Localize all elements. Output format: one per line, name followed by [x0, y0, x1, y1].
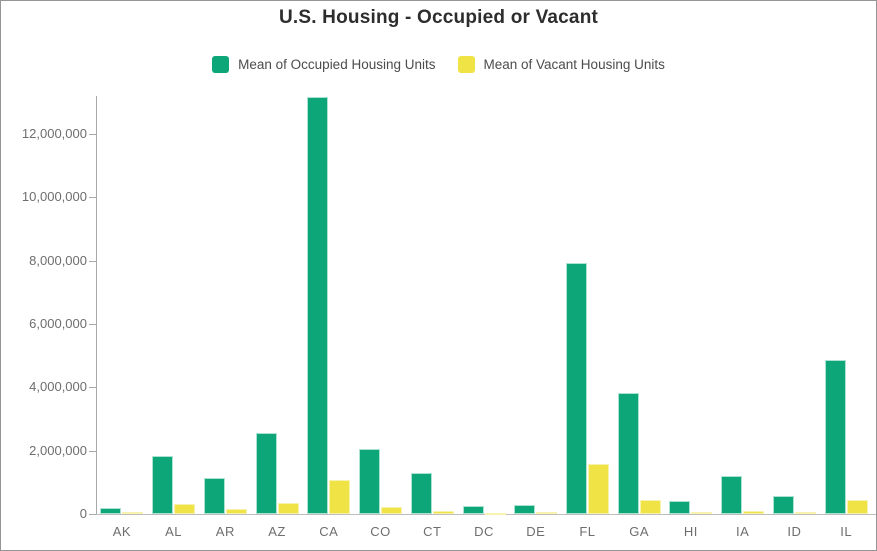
bar-vacant-ca[interactable] [329, 480, 351, 514]
bar-vacant-dc[interactable] [484, 513, 506, 515]
bar-vacant-il[interactable] [846, 499, 868, 514]
y-axis-tick-label: 6,000,000 [29, 316, 87, 331]
bar-occupied-ak[interactable] [100, 507, 122, 514]
bar-occupied-ar[interactable] [203, 478, 225, 514]
x-axis-label-al: AL [165, 524, 183, 539]
x-axis-label-il: IL [840, 524, 853, 539]
x-axis-label-ct: CT [423, 524, 442, 539]
legend-swatch-vacant-icon [457, 56, 475, 73]
legend-item-vacant[interactable]: Mean of Vacant Housing Units [457, 56, 665, 73]
bar-occupied-de[interactable] [514, 504, 536, 514]
bar-vacant-ia[interactable] [743, 510, 765, 514]
y-axis-tick-label: 8,000,000 [29, 252, 87, 268]
bar-occupied-ga[interactable] [617, 393, 639, 514]
bar-vacant-ct[interactable] [432, 511, 454, 514]
bar-vacant-ar[interactable] [225, 508, 247, 514]
x-axis-label-ga: GA [629, 524, 650, 539]
bar-vacant-ak[interactable] [122, 512, 144, 515]
y-axis-tick [89, 134, 96, 135]
x-axis-label-dc: DC [474, 524, 494, 539]
y-axis-tick [89, 450, 96, 452]
bar-vacant-al[interactable] [174, 503, 196, 514]
y-axis-tick [89, 260, 96, 262]
legend-label-vacant: Mean of Vacant Housing Units [483, 57, 665, 72]
bar-vacant-de[interactable] [536, 512, 558, 515]
legend-swatch-occupied-icon [212, 56, 230, 73]
x-axis-label-ca: CA [319, 524, 339, 539]
bar-occupied-fl[interactable] [565, 262, 587, 514]
x-axis-label-ia: IA [736, 524, 750, 539]
bar-vacant-id[interactable] [794, 511, 816, 514]
y-axis-line [96, 96, 97, 515]
bar-vacant-az[interactable] [277, 503, 299, 514]
x-axis-label-fl: FL [579, 524, 596, 539]
bar-vacant-co[interactable] [381, 507, 403, 514]
bar-occupied-al[interactable] [152, 455, 174, 514]
bar-occupied-id[interactable] [772, 495, 794, 514]
bar-occupied-dc[interactable] [462, 506, 484, 514]
chart-title: U.S. Housing - Occupied or Vacant [278, 7, 599, 28]
x-axis-label-az: AZ [268, 524, 286, 539]
bar-occupied-ia[interactable] [721, 476, 743, 514]
legend-label-occupied: Mean of Occupied Housing Units [238, 57, 436, 72]
y-axis-tick-label: 4,000,000 [29, 379, 87, 395]
y-axis-tick-label: 12,000,000 [21, 126, 87, 141]
y-axis-tick-label: 0 [79, 506, 87, 521]
bar-vacant-ga[interactable] [639, 500, 661, 514]
bar-occupied-ct[interactable] [410, 472, 432, 514]
legend: Mean of Occupied Housing Units Mean of V… [1, 56, 876, 73]
bar-vacant-fl[interactable] [587, 464, 609, 514]
bar-occupied-co[interactable] [359, 448, 381, 514]
y-axis-tick [89, 514, 96, 515]
x-axis-label-ak: AK [112, 524, 132, 539]
y-axis-tick [89, 197, 96, 199]
bar-occupied-ca[interactable] [307, 96, 329, 514]
x-axis-label-id: ID [787, 524, 802, 539]
y-axis-tick-label: 2,000,000 [29, 442, 87, 458]
y-axis-tick-label: 10,000,000 [21, 189, 87, 205]
x-axis-label-de: DE [526, 524, 546, 539]
bar-vacant-hi[interactable] [691, 512, 713, 515]
bar-occupied-az[interactable] [255, 432, 277, 514]
bar-occupied-hi[interactable] [669, 501, 691, 514]
bar-occupied-il[interactable] [824, 360, 846, 514]
y-axis-tick [89, 324, 96, 325]
x-axis-label-co: CO [370, 524, 391, 539]
legend-item-occupied[interactable]: Mean of Occupied Housing Units [212, 56, 436, 73]
x-axis-label-hi: HI [683, 524, 698, 539]
y-axis-tick [89, 387, 96, 389]
x-axis-label-ar: AR [215, 524, 235, 539]
